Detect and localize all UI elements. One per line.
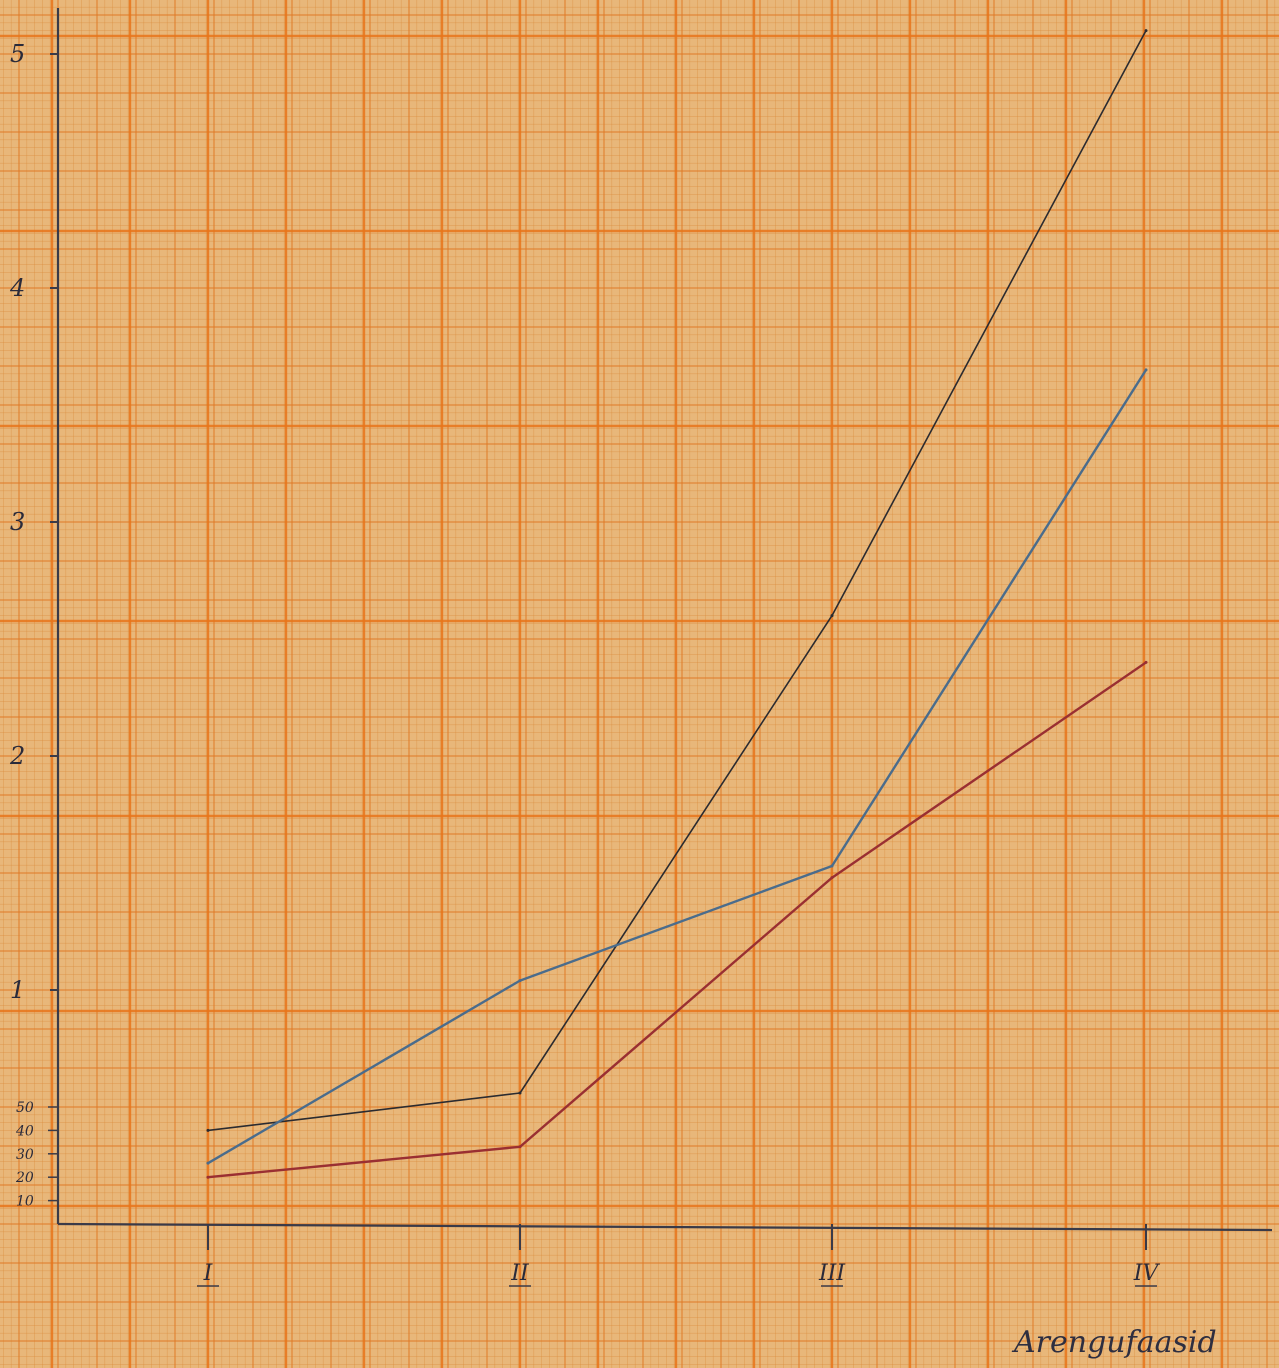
x-tick-label: IV bbox=[1133, 1261, 1161, 1286]
series-lines bbox=[206, 29, 1148, 1179]
series-3-point bbox=[830, 876, 834, 880]
series-1-point bbox=[830, 614, 834, 618]
x-tick-label: III bbox=[818, 1261, 846, 1286]
series-2-point bbox=[206, 1161, 210, 1165]
series-line-1 bbox=[207, 29, 1147, 1132]
y-minor-tick-label: 20 bbox=[15, 1170, 34, 1186]
series-1-point bbox=[1144, 29, 1148, 33]
axes bbox=[56, 8, 1273, 1232]
y-minor-tick-label: 10 bbox=[16, 1194, 34, 1210]
y-minor-tick-label: 40 bbox=[15, 1123, 34, 1139]
series-line-2 bbox=[206, 368, 1148, 1165]
x-tick-label: I bbox=[203, 1261, 214, 1286]
y-minor-tick-label: 50 bbox=[16, 1100, 34, 1116]
y-minor-tick-label: 30 bbox=[16, 1147, 34, 1163]
series-3-point bbox=[206, 1175, 210, 1179]
y-major-tick-label: 3 bbox=[10, 508, 25, 536]
series-3-point bbox=[518, 1145, 522, 1149]
y-major-tick-label: 2 bbox=[9, 742, 25, 770]
series-2-point bbox=[1144, 368, 1148, 372]
y-major-tick-label: 5 bbox=[10, 40, 25, 68]
y-major-tick-label: 4 bbox=[9, 274, 25, 302]
series-2-point bbox=[830, 864, 834, 868]
series-line-3 bbox=[206, 661, 1148, 1179]
series-1-point bbox=[518, 1091, 522, 1095]
x-tick-label: II bbox=[510, 1261, 530, 1286]
series-2-point bbox=[518, 979, 522, 983]
x-axis-title: Arengufaasid bbox=[1011, 1325, 1217, 1360]
y-major-tick-label: 1 bbox=[10, 976, 25, 1004]
series-1-point bbox=[206, 1128, 210, 1132]
x-axis-line bbox=[57, 1222, 1273, 1232]
series-3-point bbox=[1144, 660, 1148, 664]
